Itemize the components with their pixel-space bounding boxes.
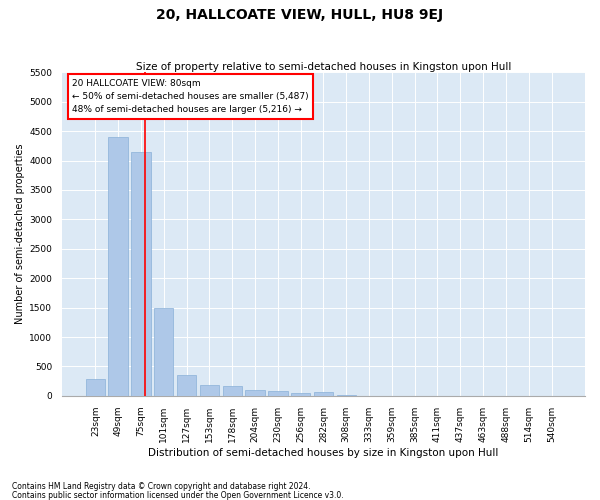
Bar [337, 394, 356, 396]
Bar [291, 393, 310, 396]
Title: Size of property relative to semi-detached houses in Kingston upon Hull: Size of property relative to semi-detach… [136, 62, 511, 72]
Bar [154, 308, 173, 396]
Text: Contains public sector information licensed under the Open Government Licence v3: Contains public sector information licen… [12, 490, 344, 500]
Text: 20 HALLCOATE VIEW: 80sqm
← 50% of semi-detached houses are smaller (5,487)
48% o: 20 HALLCOATE VIEW: 80sqm ← 50% of semi-d… [73, 78, 309, 114]
Bar [109, 137, 128, 396]
Y-axis label: Number of semi-detached properties: Number of semi-detached properties [15, 144, 25, 324]
Text: Contains HM Land Registry data © Crown copyright and database right 2024.: Contains HM Land Registry data © Crown c… [12, 482, 311, 491]
Bar [131, 152, 151, 396]
Bar [245, 390, 265, 396]
Bar [223, 386, 242, 396]
Bar [86, 379, 105, 396]
Text: 20, HALLCOATE VIEW, HULL, HU8 9EJ: 20, HALLCOATE VIEW, HULL, HU8 9EJ [157, 8, 443, 22]
Bar [268, 392, 287, 396]
Bar [314, 392, 333, 396]
Bar [200, 384, 219, 396]
Bar [177, 376, 196, 396]
X-axis label: Distribution of semi-detached houses by size in Kingston upon Hull: Distribution of semi-detached houses by … [148, 448, 499, 458]
